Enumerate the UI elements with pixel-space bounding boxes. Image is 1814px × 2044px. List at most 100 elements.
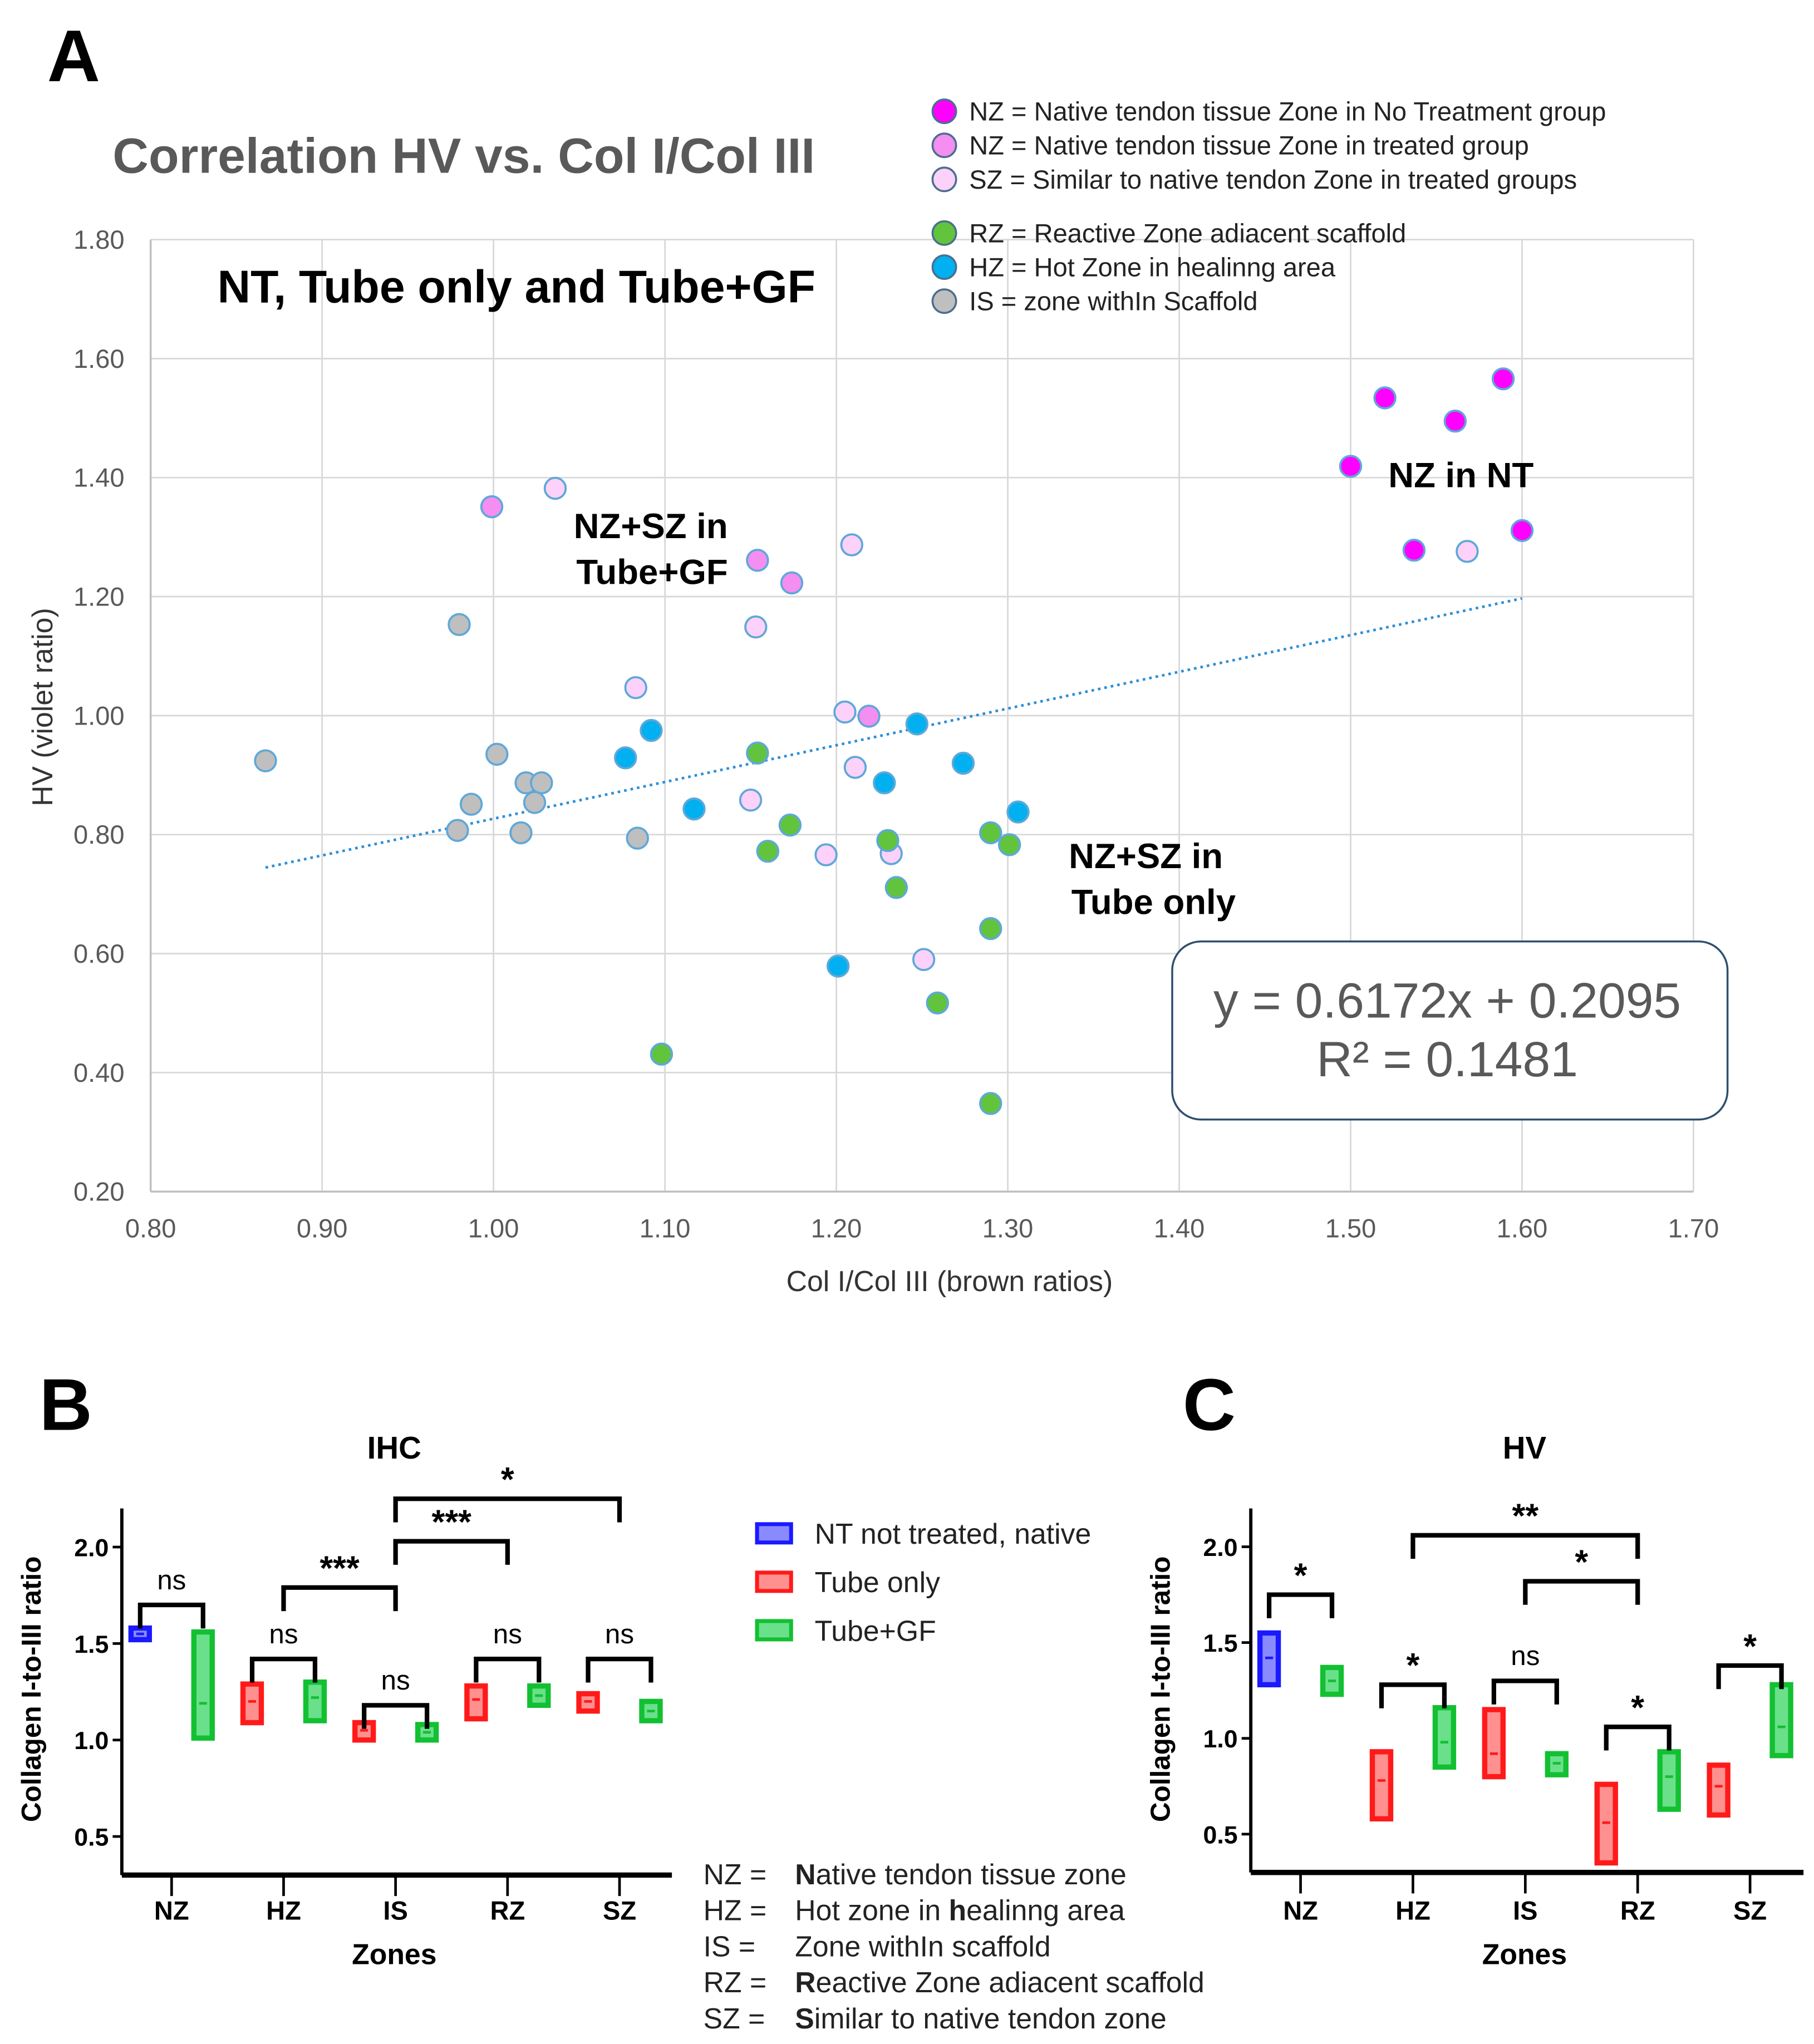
data-point (876, 829, 899, 853)
significance-label: * (501, 1460, 514, 1498)
zone-key-description: Similar to native tendon zone (795, 2002, 1166, 2035)
data-point (1510, 519, 1534, 543)
legend-marker (931, 166, 957, 193)
x-tick-label: RZ (1620, 1895, 1655, 1925)
y-axis-label: Collagen I-to-III ratio (1145, 1557, 1176, 1823)
y-tick-label: 0.5 (74, 1824, 109, 1851)
zone-key-text: Zone withIn scaffold (795, 1930, 1050, 1962)
data-point (614, 746, 637, 770)
data-point (857, 705, 881, 728)
data-point (744, 615, 768, 639)
data-point (1443, 409, 1467, 433)
x-tick-label: 1.20 (811, 1214, 862, 1243)
y-axis-label: HV (violet ratio) (26, 608, 58, 806)
x-tick-label: HZ (266, 1895, 301, 1925)
floating-bar-tube (1707, 1762, 1731, 1818)
significance-label: * (1294, 1556, 1307, 1594)
y-tick-label: 2.0 (74, 1534, 109, 1562)
data-point (746, 741, 769, 765)
significance-bracket (1266, 1592, 1335, 1618)
significance-label: * (1575, 1543, 1588, 1580)
zone-key-initial: h (948, 1894, 966, 1927)
annotation-tube-line2: Tube only (1071, 882, 1236, 922)
y-tick-label: 1.5 (74, 1631, 109, 1658)
y-tick-label: 0.60 (73, 939, 125, 968)
y-tick-label: 0.80 (73, 820, 125, 849)
legend-label: IS = zone withIn Scaffold (969, 287, 1257, 316)
data-point (509, 821, 533, 845)
significance-label: ns (157, 1565, 186, 1595)
y-tick-label: 0.5 (1203, 1821, 1238, 1849)
data-point (1402, 538, 1426, 562)
significance-bracket (393, 1539, 510, 1565)
data-point (448, 613, 471, 637)
data-point (739, 789, 763, 812)
floating-bar-tube (1369, 1749, 1394, 1822)
equation-box (1171, 940, 1729, 1121)
significance-label: ns (269, 1619, 298, 1649)
data-point (1006, 800, 1030, 824)
zone-key-text: ative tendon tissue zone (816, 1858, 1127, 1890)
significance-bracket (137, 1602, 205, 1629)
zone-key-description: Zone withIn scaffold (795, 1930, 1050, 1962)
legend-marker (931, 98, 957, 124)
y-tick-label: 1.60 (73, 344, 125, 373)
floating-bar-gf (1432, 1705, 1457, 1770)
panel-letter-a: A (47, 15, 100, 97)
zone-key-initial: N (795, 1858, 815, 1890)
x-tick-label: SZ (1733, 1895, 1767, 1925)
x-tick-label: NZ (1283, 1895, 1318, 1925)
legend-swatch-tube (755, 1570, 793, 1593)
data-point (1373, 386, 1397, 410)
zone-key-text: Hot zone in (795, 1894, 948, 1927)
zone-key-text: imilar to native tendon zone (814, 2002, 1167, 2035)
significance-bracket (1379, 1682, 1447, 1708)
zone-key-text: eactive Zone adiacent scaffold (816, 1966, 1205, 1998)
floating-bar-gf (1657, 1749, 1681, 1812)
data-point (814, 843, 838, 866)
data-point (459, 792, 483, 816)
x-tick-label: HZ (1395, 1895, 1430, 1925)
floating-bar-tube (240, 1681, 264, 1726)
y-tick-label: 1.40 (73, 463, 125, 492)
x-tick-label: IS (1513, 1895, 1537, 1925)
zone-key-abbr: NZ = (704, 1858, 767, 1890)
significance-label: * (1743, 1627, 1757, 1665)
floating-bar-gf (1769, 1682, 1793, 1759)
annotation-nz-nt: NZ in NT (1388, 455, 1533, 495)
floating-bar-gf (191, 1629, 215, 1741)
x-tick-label: SZ (603, 1895, 636, 1925)
significance-bracket (281, 1585, 398, 1612)
legend-label: SZ = Similar to native tendon Zone in tr… (969, 165, 1577, 194)
data-point (979, 821, 1002, 845)
significance-label: ns (381, 1665, 410, 1696)
significance-label: ** (1512, 1497, 1539, 1535)
data-point (626, 826, 650, 850)
significance-bracket (1523, 1579, 1640, 1605)
data-point (650, 1042, 674, 1066)
x-tick-label: 1.00 (468, 1214, 519, 1243)
data-point (640, 718, 663, 742)
data-point (746, 549, 769, 572)
data-point (780, 571, 804, 595)
data-point (682, 797, 706, 821)
y-axis-label: Collagen I-to-III ratio (16, 1557, 47, 1823)
data-point (997, 833, 1021, 856)
zone-key-abbr: IS = (704, 1930, 756, 1962)
x-tick-label: NZ (154, 1895, 189, 1925)
zone-key-abbr: RZ = (704, 1966, 767, 1998)
significance-bracket (362, 1703, 430, 1729)
significance-bracket (249, 1656, 318, 1683)
panel-title: IHC (367, 1430, 421, 1465)
data-point (485, 742, 509, 766)
data-point (833, 700, 857, 724)
panel-letter-b: B (40, 1363, 92, 1445)
legend-label: HZ = Hot Zone in healinng area (969, 252, 1336, 282)
data-point (1491, 367, 1515, 391)
significance-bracket (1716, 1663, 1784, 1690)
x-tick-label: 0.80 (125, 1214, 176, 1243)
legend-swatch-nt (755, 1522, 793, 1545)
trendline-r2: R² = 0.1481 (1316, 1031, 1578, 1087)
data-point (1456, 540, 1479, 563)
